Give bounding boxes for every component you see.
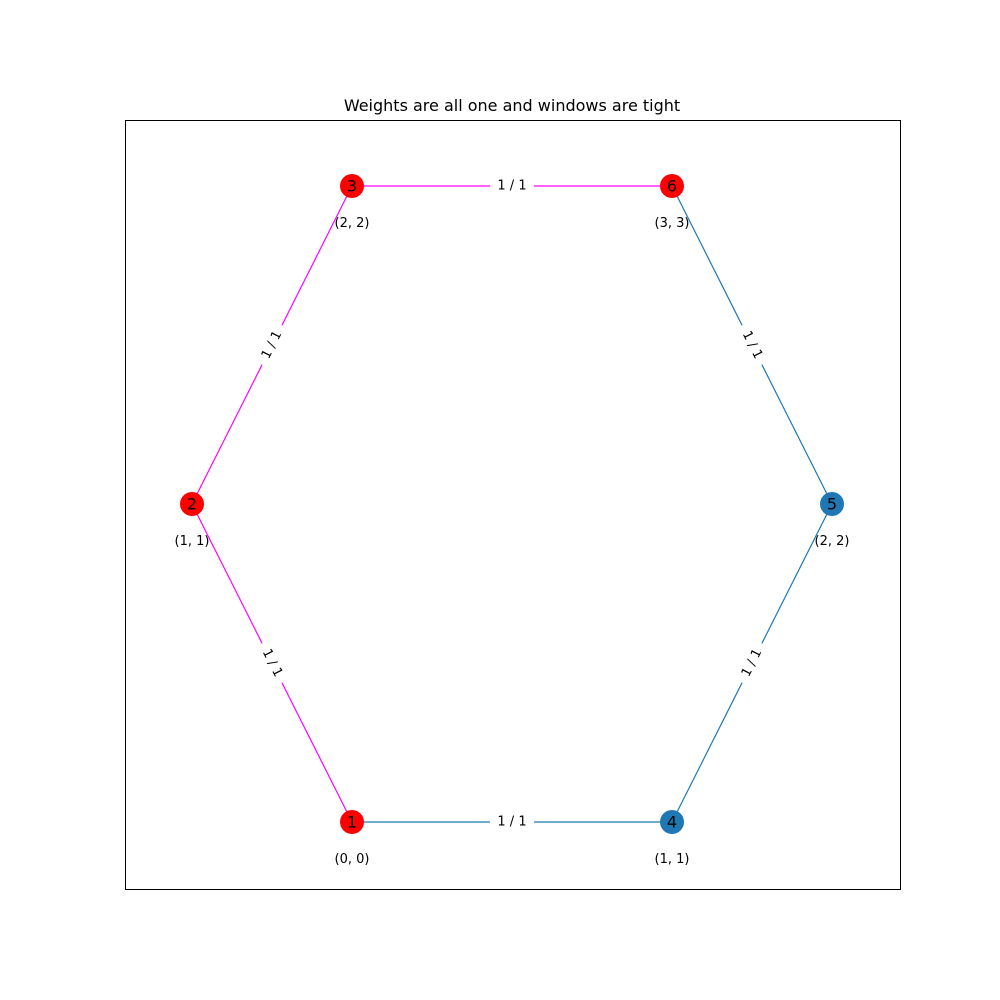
node-window-label: (1, 1) [655,852,690,867]
nodes-layer: 1 (0, 0) 2 (1, 1) 3 (2, 2) 4 (1, 1) 5 (2, 2) 6 (3, … [175,174,850,867]
node-label: 6 [667,177,677,196]
edge-label: 1 / 1 [497,815,526,830]
node-window-label: (3, 3) [655,216,690,231]
figure-title: Weights are all one and windows are tigh… [344,96,680,115]
edge-label: 1 / 1 [497,179,526,194]
node-window-label: (2, 2) [335,216,370,231]
node-window-label: (2, 2) [815,534,850,549]
edge-label-group: 1 / 1 [490,177,534,195]
node-label: 5 [827,495,837,514]
edge-label-group: 1 / 1 [254,639,290,686]
edge-label-group: 1 / 1 [254,321,290,368]
node-label: 3 [347,177,357,196]
edge-label-group: 1 / 1 [734,639,770,686]
edge-label-group: 1 / 1 [490,813,534,831]
edge-labels-layer: 1 / 1 1 / 1 1 / 1 1 / 1 1 / 1 1 / 1 [254,177,770,831]
edges-layer [192,186,832,822]
plot-frame [126,121,901,890]
node-label: 1 [347,813,357,832]
edge-label-group: 1 / 1 [734,321,770,368]
node-window-label: (1, 1) [175,534,210,549]
node-label: 4 [667,813,677,832]
node-label: 2 [187,495,197,514]
node-window-label: (0, 0) [335,852,370,867]
